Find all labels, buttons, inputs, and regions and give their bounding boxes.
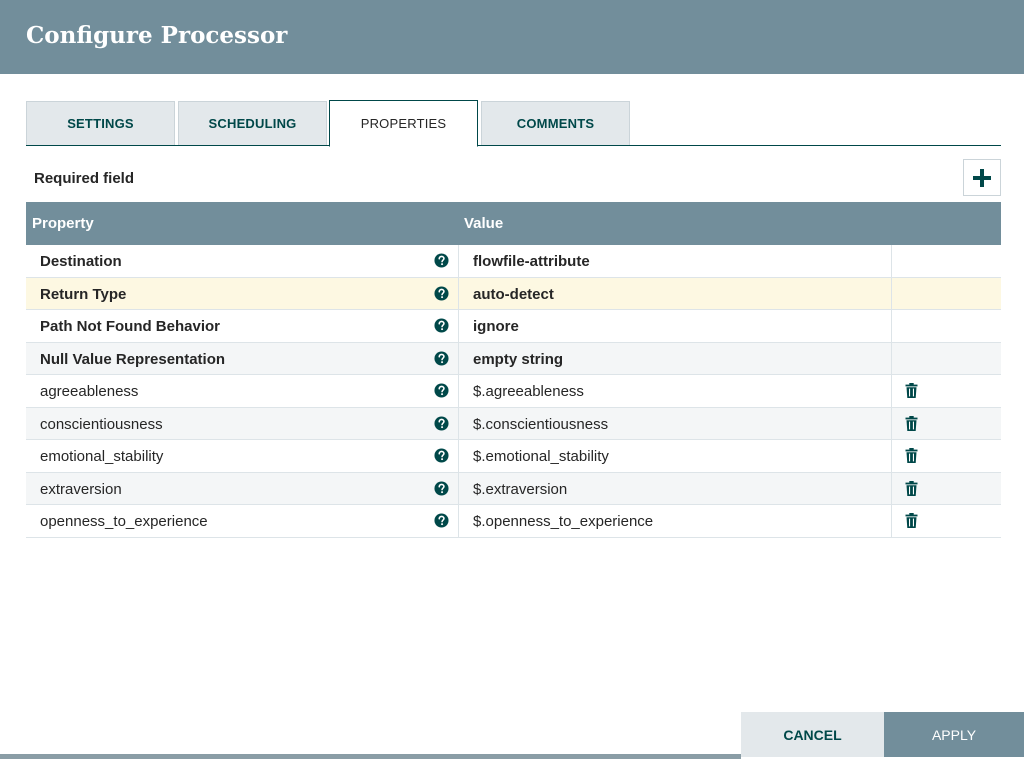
table-row[interactable]: emotional_stability $.emotional_stability bbox=[26, 440, 1001, 473]
trash-icon[interactable] bbox=[905, 480, 918, 496]
property-name: Path Not Found Behavior bbox=[40, 318, 220, 335]
dialog-title: Configure Processor bbox=[26, 22, 288, 49]
property-name: openness_to_experience bbox=[40, 513, 208, 530]
apply-button[interactable]: APPLY bbox=[884, 712, 1024, 757]
property-value[interactable]: auto-detect bbox=[473, 285, 554, 303]
add-property-button[interactable] bbox=[963, 159, 1001, 196]
trash-icon[interactable] bbox=[905, 383, 918, 398]
tab-bar: SETTINGS SCHEDULING PROPERTIES COMMENTS bbox=[26, 100, 1001, 147]
tab-properties[interactable]: PROPERTIES bbox=[329, 100, 478, 147]
help-icon[interactable] bbox=[434, 285, 449, 301]
table-row[interactable]: Path Not Found Behavior ignore bbox=[26, 310, 1001, 343]
help-icon[interactable] bbox=[434, 448, 449, 463]
property-name: conscientiousness bbox=[40, 415, 163, 433]
column-divider bbox=[891, 310, 892, 342]
cancel-button[interactable]: CANCEL bbox=[741, 712, 884, 757]
column-divider bbox=[458, 407, 459, 439]
tab-properties-label: PROPERTIES bbox=[360, 116, 447, 131]
column-divider bbox=[458, 245, 459, 277]
column-divider bbox=[891, 277, 892, 309]
property-name: extraversion bbox=[40, 480, 122, 498]
column-header-value[interactable]: Value bbox=[464, 215, 504, 232]
column-divider bbox=[891, 375, 892, 407]
column-divider bbox=[458, 472, 459, 504]
table-row[interactable]: openness_to_experience $.openness_to_expe… bbox=[26, 505, 1001, 538]
property-value[interactable]: ignore bbox=[473, 318, 519, 335]
column-divider bbox=[891, 407, 892, 439]
column-divider bbox=[458, 375, 459, 407]
tab-comments[interactable]: COMMENTS bbox=[481, 101, 630, 145]
table-body: Destination flowfile-attribute Return Type… bbox=[26, 245, 1001, 538]
property-name: Destination bbox=[40, 253, 122, 270]
dialog-header: Configure Processor bbox=[0, 0, 1024, 74]
table-row[interactable]: Return Type auto-detect bbox=[26, 277, 1001, 310]
help-icon[interactable] bbox=[434, 415, 449, 431]
column-divider bbox=[891, 245, 892, 277]
property-value[interactable]: $.extraversion bbox=[473, 480, 568, 498]
trash-icon[interactable] bbox=[905, 513, 918, 528]
property-value[interactable]: empty string bbox=[473, 350, 564, 368]
column-header-property[interactable]: Property bbox=[32, 215, 94, 232]
property-value[interactable]: $.conscientiousness bbox=[473, 415, 609, 433]
help-icon[interactable] bbox=[434, 480, 449, 496]
table-row[interactable]: agreeableness $.agreeableness bbox=[26, 375, 1001, 408]
trash-icon[interactable] bbox=[905, 448, 918, 463]
property-name: Return Type bbox=[40, 285, 127, 303]
property-value[interactable]: $.openness_to_experience bbox=[473, 513, 654, 530]
background-canvas-strip bbox=[0, 754, 741, 759]
table-header: Property Value bbox=[26, 202, 1001, 245]
property-name: Null Value Representation bbox=[40, 350, 226, 368]
properties-table: Property Value Destination flowfile-attri… bbox=[26, 202, 1001, 538]
table-row[interactable]: extraversion $.extraversion bbox=[26, 472, 1001, 505]
column-divider bbox=[458, 342, 459, 374]
tab-settings[interactable]: SETTINGS bbox=[26, 101, 175, 145]
tab-scheduling-label: SCHEDULING bbox=[208, 116, 297, 131]
column-divider bbox=[891, 342, 892, 374]
help-icon[interactable] bbox=[434, 513, 449, 528]
property-name: emotional_stability bbox=[40, 448, 164, 465]
column-divider bbox=[891, 472, 892, 504]
help-icon[interactable] bbox=[434, 318, 449, 333]
plus-icon bbox=[973, 168, 991, 187]
trash-icon[interactable] bbox=[905, 415, 918, 431]
help-icon[interactable] bbox=[434, 350, 449, 366]
property-name: agreeableness bbox=[40, 383, 139, 400]
required-field-label: Required field bbox=[34, 170, 135, 187]
property-value[interactable]: $.agreeableness bbox=[473, 383, 584, 400]
property-value[interactable]: flowfile-attribute bbox=[473, 253, 590, 270]
table-row[interactable]: Null Value Representation empty string bbox=[26, 342, 1001, 375]
table-row[interactable]: Destination flowfile-attribute bbox=[26, 245, 1001, 278]
property-value[interactable]: $.emotional_stability bbox=[473, 448, 609, 465]
column-divider bbox=[458, 440, 459, 472]
tab-scheduling[interactable]: SCHEDULING bbox=[178, 101, 327, 145]
help-icon[interactable] bbox=[434, 253, 449, 268]
tab-settings-label: SETTINGS bbox=[67, 116, 134, 131]
column-divider bbox=[458, 310, 459, 342]
column-divider bbox=[891, 505, 892, 537]
tab-comments-label: COMMENTS bbox=[516, 116, 595, 131]
column-divider bbox=[891, 440, 892, 472]
column-divider bbox=[458, 277, 459, 309]
column-divider bbox=[458, 505, 459, 537]
help-icon[interactable] bbox=[434, 383, 449, 398]
table-row[interactable]: conscientiousness $.conscientiousness bbox=[26, 407, 1001, 440]
